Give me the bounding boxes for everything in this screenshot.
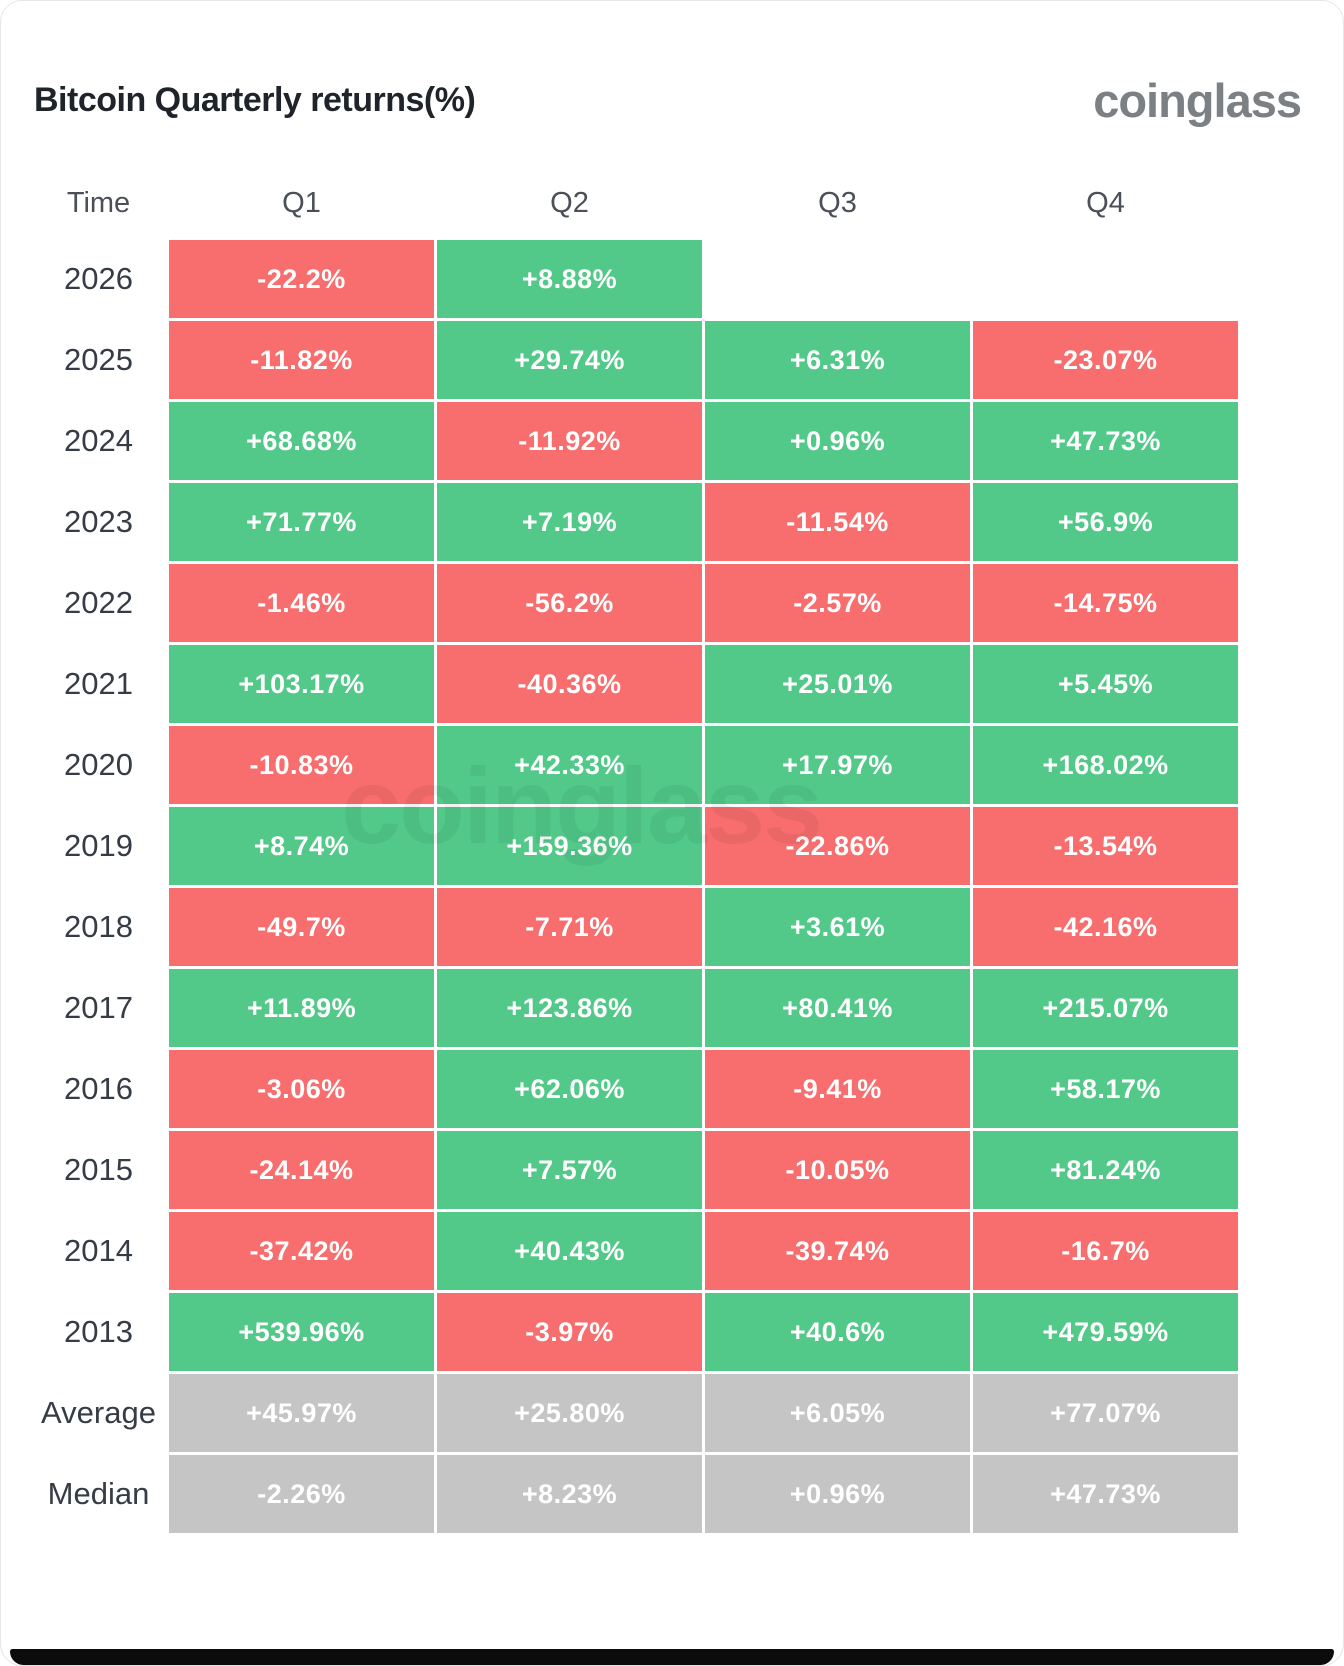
- table-cell: -3.06%: [169, 1050, 434, 1128]
- table-cell: +7.57%: [437, 1131, 702, 1209]
- table-cell: +47.73%: [973, 1455, 1238, 1533]
- table-cell: +0.96%: [705, 402, 970, 480]
- table-cell: +80.41%: [705, 969, 970, 1047]
- table-cell: -13.54%: [973, 807, 1238, 885]
- table-cell: -14.75%: [973, 564, 1238, 642]
- table-cell: +215.07%: [973, 969, 1238, 1047]
- table-cell: +0.96%: [705, 1455, 970, 1533]
- table-cell: -11.82%: [169, 321, 434, 399]
- table-cell: +25.80%: [437, 1374, 702, 1452]
- table-cell: +123.86%: [437, 969, 702, 1047]
- table-cell: +479.59%: [973, 1293, 1238, 1371]
- table-cell: -16.7%: [973, 1212, 1238, 1290]
- table-cell-empty: [705, 240, 970, 318]
- row-label: 2024: [64, 423, 133, 458]
- row-label: 2026: [64, 261, 133, 296]
- table-cell: +5.45%: [973, 645, 1238, 723]
- table-cell: -11.92%: [437, 402, 702, 480]
- table-cell: +56.9%: [973, 483, 1238, 561]
- table-cell: +29.74%: [437, 321, 702, 399]
- row-label: 2025: [64, 342, 133, 377]
- returns-table: Time Q1 Q2 Q3 Q4 2026 -22.2% +8.88% 2025 -11…: [1, 169, 1238, 1533]
- table-cell: +539.96%: [169, 1293, 434, 1371]
- table-cell: -49.7%: [169, 888, 434, 966]
- table-cell: +40.43%: [437, 1212, 702, 1290]
- table-cell: -22.86%: [705, 807, 970, 885]
- table-cell: +25.01%: [705, 645, 970, 723]
- table-cell: -3.97%: [437, 1293, 702, 1371]
- table-cell: +47.73%: [973, 402, 1238, 480]
- column-header-time: Time: [66, 186, 131, 219]
- row-label: 2016: [64, 1071, 133, 1106]
- row-label: Median: [47, 1476, 150, 1511]
- table-cell: +58.17%: [973, 1050, 1238, 1128]
- table-cell: -11.54%: [705, 483, 970, 561]
- table-cell: -56.2%: [437, 564, 702, 642]
- table-cell: -42.16%: [973, 888, 1238, 966]
- row-label: 2022: [64, 585, 133, 620]
- header-bar: Bitcoin Quarterly returns(%) coinglass: [1, 1, 1343, 169]
- table-cell: -1.46%: [169, 564, 434, 642]
- table-cell: +45.97%: [169, 1374, 434, 1452]
- table-cell: -39.74%: [705, 1212, 970, 1290]
- table-cell: -2.57%: [705, 564, 970, 642]
- table-cell: -37.42%: [169, 1212, 434, 1290]
- table-cell: +17.97%: [705, 726, 970, 804]
- table-cell: -24.14%: [169, 1131, 434, 1209]
- row-label: 2023: [64, 504, 133, 539]
- table-cell-empty: [973, 240, 1238, 318]
- table-cell: -10.05%: [705, 1131, 970, 1209]
- row-label: Average: [41, 1395, 156, 1430]
- row-label: 2018: [64, 909, 133, 944]
- table-cell: +42.33%: [437, 726, 702, 804]
- table-cell: -23.07%: [973, 321, 1238, 399]
- table-cell: -2.26%: [169, 1455, 434, 1533]
- table-cell: +7.19%: [437, 483, 702, 561]
- table-cell: +40.6%: [705, 1293, 970, 1371]
- table-cell: +68.68%: [169, 402, 434, 480]
- table-cell: +159.36%: [437, 807, 702, 885]
- table-cell: +168.02%: [973, 726, 1238, 804]
- page-title: Bitcoin Quarterly returns(%): [34, 80, 476, 119]
- table-cell: +11.89%: [169, 969, 434, 1047]
- column-header-q2: Q2: [550, 186, 589, 219]
- table-cell: -22.2%: [169, 240, 434, 318]
- table-cell: -7.71%: [437, 888, 702, 966]
- table-cell: -9.41%: [705, 1050, 970, 1128]
- table-cell: +8.88%: [437, 240, 702, 318]
- table-cell: +81.24%: [973, 1131, 1238, 1209]
- row-label: 2017: [64, 990, 133, 1025]
- table-cell: +8.74%: [169, 807, 434, 885]
- coinglass-logo: coinglass: [1093, 73, 1302, 127]
- table-cell: +3.61%: [705, 888, 970, 966]
- table-cell: +71.77%: [169, 483, 434, 561]
- table-cell: -40.36%: [437, 645, 702, 723]
- row-label: 2019: [64, 828, 133, 863]
- table-cell: +77.07%: [973, 1374, 1238, 1452]
- table-cell: -10.83%: [169, 726, 434, 804]
- row-label: 2014: [64, 1233, 133, 1268]
- table-cell: +103.17%: [169, 645, 434, 723]
- row-label: 2015: [64, 1152, 133, 1187]
- column-header-q4: Q4: [1086, 186, 1125, 219]
- window-bottom-edge: [10, 1649, 1334, 1665]
- row-label: 2020: [64, 747, 133, 782]
- column-header-q1: Q1: [282, 186, 321, 219]
- table-cell: +8.23%: [437, 1455, 702, 1533]
- table-cell: +6.05%: [705, 1374, 970, 1452]
- column-header-q3: Q3: [818, 186, 857, 219]
- row-label: 2021: [64, 666, 133, 701]
- table-cell: +62.06%: [437, 1050, 702, 1128]
- row-label: 2013: [64, 1314, 133, 1349]
- table-cell: +6.31%: [705, 321, 970, 399]
